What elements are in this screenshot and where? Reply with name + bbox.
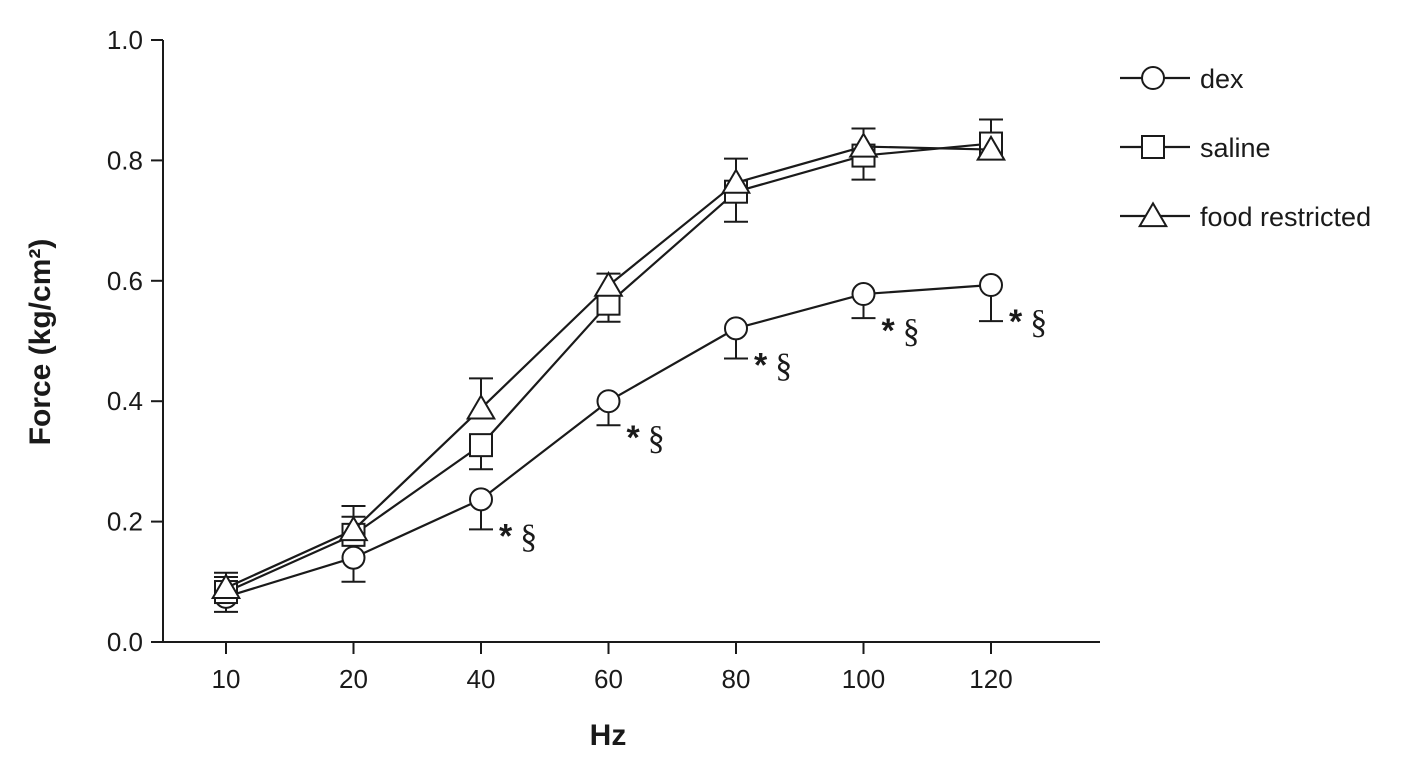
data-point-circle xyxy=(724,316,748,341)
data-point-triangle xyxy=(975,134,1007,161)
series-saline xyxy=(214,131,1003,605)
x-tick-label: 10 xyxy=(212,664,241,694)
y-tick-label: 0.2 xyxy=(107,507,143,537)
annotation-star: * xyxy=(882,312,896,350)
x-tick-label: 40 xyxy=(467,664,496,694)
significance-annotation: * § xyxy=(627,419,665,457)
data-point-square xyxy=(469,433,493,458)
data-point-circle xyxy=(851,282,876,307)
annotation-section-sign: § xyxy=(648,420,665,457)
series-line xyxy=(225,283,992,598)
data-point-circle xyxy=(469,487,493,512)
data-point-circle xyxy=(596,389,621,414)
y-tick-label: 0.6 xyxy=(107,266,143,296)
legend-marker-circle xyxy=(1141,66,1165,90)
series-line xyxy=(225,145,992,589)
series-line xyxy=(225,142,992,594)
x-axis-title: Hz xyxy=(590,719,627,752)
legend-item-saline: saline xyxy=(1120,133,1271,163)
data-point-triangle xyxy=(720,168,752,194)
annotation-star: * xyxy=(754,346,768,384)
series-food-restricted-errors xyxy=(214,127,1003,588)
legend-marker-square xyxy=(1141,135,1165,159)
series-saline-errors xyxy=(214,118,1003,593)
significance-annotation: * § xyxy=(1009,303,1047,341)
legend-marker-triangle xyxy=(1137,201,1169,228)
y-tick-label: 0.4 xyxy=(107,386,143,416)
x-tick-label: 100 xyxy=(842,664,885,694)
y-tick-label: 0.0 xyxy=(107,627,143,657)
series-food-restricted xyxy=(210,131,1007,599)
data-point-triangle xyxy=(210,573,242,599)
annotation-section-sign: § xyxy=(1030,304,1047,341)
annotation-star: * xyxy=(1009,303,1023,341)
significance-annotation: * § xyxy=(754,346,792,384)
legend-item-food-restricted: food restricted xyxy=(1120,201,1371,232)
data-point-triangle xyxy=(465,393,497,420)
y-tick-label: 1.0 xyxy=(107,25,143,55)
x-tick-label: 120 xyxy=(969,664,1012,694)
legend-label: saline xyxy=(1200,133,1271,163)
data-point-triangle xyxy=(593,270,624,297)
series-layer xyxy=(210,118,1007,613)
significance-annotation: * § xyxy=(882,312,920,350)
data-point-triangle xyxy=(338,515,369,542)
x-tick-label: 80 xyxy=(722,664,751,694)
significance-annotation: * § xyxy=(499,517,537,555)
annotations-layer: * §* §* §* § * § xyxy=(499,303,1047,555)
x-tick-label: 20 xyxy=(339,664,368,694)
annotation-star: * xyxy=(627,419,641,457)
annotation-section-sign: § xyxy=(520,518,537,555)
annotation-section-sign: § xyxy=(903,313,920,350)
data-point-triangle xyxy=(848,131,879,158)
legend: dex saline food restricted xyxy=(1120,64,1371,232)
y-tick-label: 0.8 xyxy=(107,145,143,175)
x-tick-label: 60 xyxy=(594,664,623,694)
legend-item-dex: dex xyxy=(1120,64,1244,94)
legend-label: dex xyxy=(1200,64,1244,94)
annotation-section-sign: § xyxy=(775,347,792,384)
legend-label: food restricted xyxy=(1200,202,1371,232)
data-point-circle xyxy=(979,273,1003,298)
axes: 0.0 0.2 0.4 0.6 0.8 1.0 10 20 40 60 80 100 120 xyxy=(107,25,1100,694)
y-axis-title: Force (kg/cm²) xyxy=(24,239,57,446)
data-point-circle xyxy=(341,545,366,570)
annotation-star: * xyxy=(499,517,513,555)
